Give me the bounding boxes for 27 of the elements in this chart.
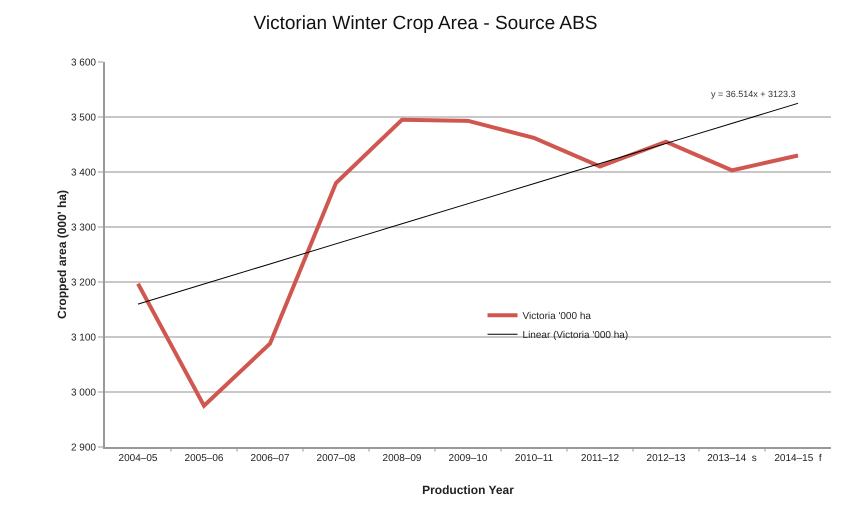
- y-tick-label: 3 500: [70, 112, 96, 124]
- y-tick-label: 3 000: [70, 388, 96, 398]
- x-tick-label: 2014–15 f: [774, 453, 822, 464]
- line-series: [138, 102, 798, 305]
- x-tick-label: 2013–14 s: [707, 453, 757, 464]
- y-tick-label: 2 900: [70, 442, 96, 454]
- y-tick-label: 3 200: [70, 278, 96, 288]
- x-tick-label: 2005–06: [184, 453, 224, 464]
- y-tick-label: 3 300: [70, 222, 96, 234]
- x-tick-label: 2004–05: [118, 453, 158, 464]
- x-tick-label: 2010–11: [514, 453, 554, 464]
- x-tick-label: 2011–12: [580, 453, 620, 464]
- legend-label: Victoria '000 ha: [522, 311, 592, 322]
- annotation: y = 36.514x + 3123.3: [711, 89, 796, 99]
- x-axis-title: Production Year: [422, 483, 514, 497]
- x-tick-label: 2009–10: [448, 453, 488, 464]
- y-tick-label: 3 600: [70, 58, 96, 68]
- chart-title: Victorian Winter Crop Area - Source ABS: [254, 13, 598, 34]
- y-tick-label: 3 100: [70, 332, 96, 344]
- y-axis-title: Cropped area (000' ha): [54, 190, 69, 319]
- x-tick-label: 2008–09: [382, 453, 422, 464]
- line-series: [136, 118, 800, 408]
- x-tick-label: 2012–13: [646, 453, 686, 464]
- legend-label: Linear (Victoria '000 ha): [522, 330, 628, 342]
- x-tick-label: 2006–07: [250, 453, 290, 464]
- y-tick-label: 3 400: [70, 168, 96, 178]
- x-tick-label: 2007–08: [316, 453, 356, 464]
